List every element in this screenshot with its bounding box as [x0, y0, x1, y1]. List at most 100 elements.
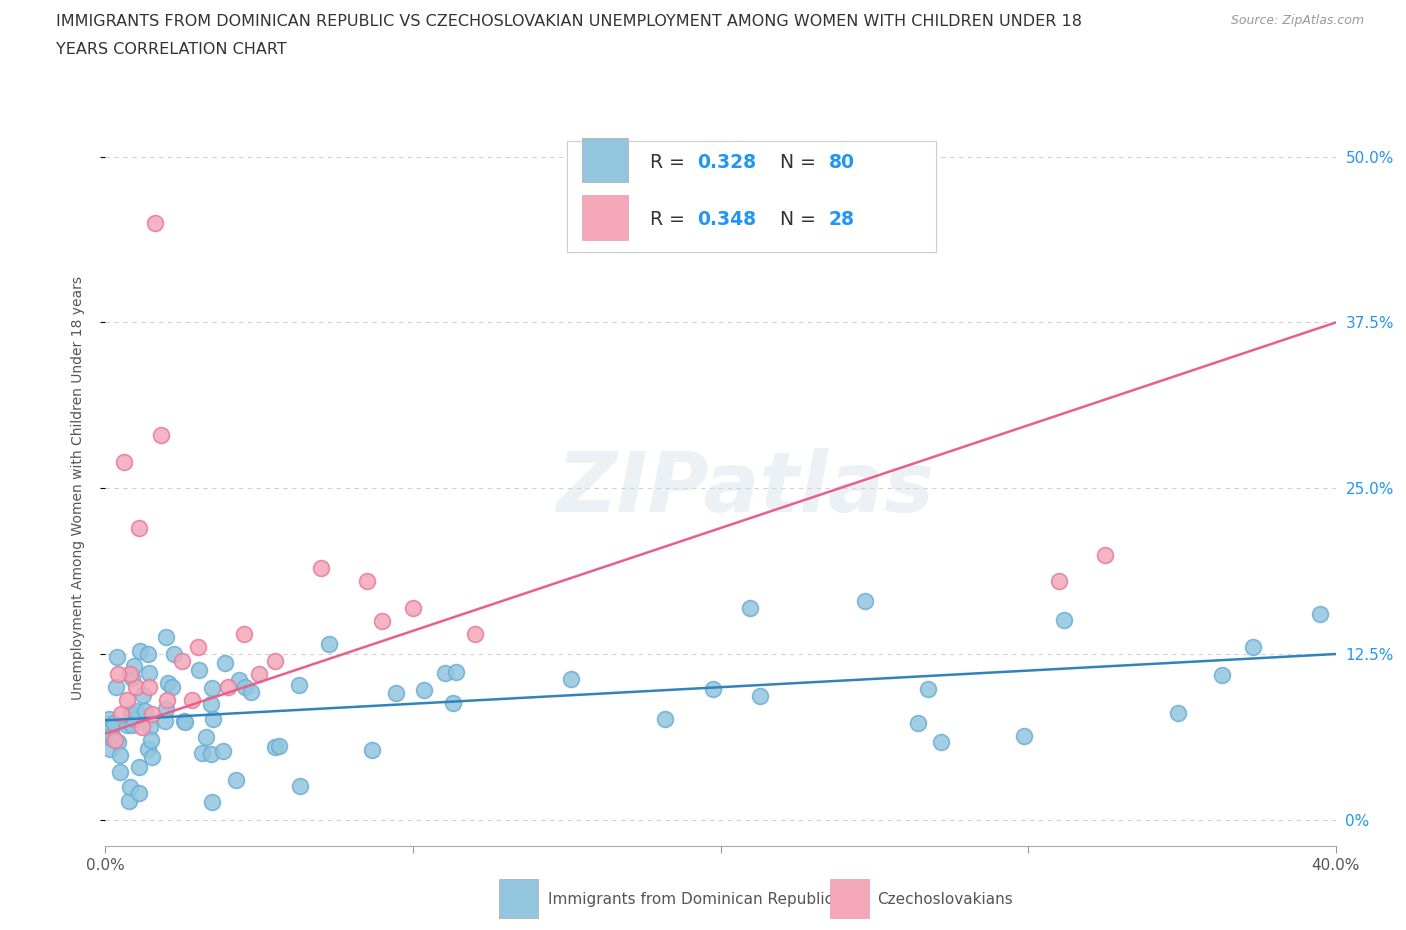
- Point: [132, 687, 155, 702]
- Point: [100, 722, 122, 737]
- Text: ZIPatlas: ZIPatlas: [557, 447, 934, 529]
- Point: [1047, 574, 1070, 589]
- Point: [100, 730, 122, 745]
- Point: [225, 773, 247, 788]
- Point: [218, 680, 240, 695]
- Point: [200, 747, 222, 762]
- Point: [110, 748, 132, 763]
- Point: [155, 630, 177, 644]
- Point: [702, 681, 724, 696]
- Point: [129, 644, 152, 658]
- Point: [200, 697, 222, 711]
- Point: [749, 689, 772, 704]
- Point: [128, 521, 150, 536]
- Point: [1211, 668, 1233, 683]
- Text: 28: 28: [830, 210, 855, 229]
- Point: [136, 742, 159, 757]
- Point: [188, 663, 211, 678]
- Point: [318, 636, 340, 651]
- Point: [413, 683, 436, 698]
- Point: [97, 716, 120, 731]
- Point: [172, 653, 194, 668]
- FancyBboxPatch shape: [582, 195, 628, 240]
- Point: [105, 680, 128, 695]
- Point: [560, 671, 582, 686]
- Point: [402, 600, 425, 615]
- Point: [267, 738, 290, 753]
- Point: [141, 706, 163, 721]
- Text: IMMIGRANTS FROM DOMINICAN REPUBLIC VS CZECHOSLOVAKIAN UNEMPLOYMENT AMONG WOMEN W: IMMIGRANTS FROM DOMINICAN REPUBLIC VS CZ…: [56, 14, 1083, 29]
- Point: [108, 764, 131, 779]
- Point: [101, 727, 124, 742]
- Point: [214, 656, 236, 671]
- Point: [232, 627, 254, 642]
- Point: [201, 681, 224, 696]
- Point: [202, 711, 225, 726]
- Point: [122, 712, 145, 727]
- Point: [163, 646, 186, 661]
- Point: [356, 574, 378, 589]
- Point: [212, 744, 235, 759]
- Point: [1309, 606, 1331, 621]
- Point: [233, 680, 256, 695]
- Point: [143, 216, 166, 231]
- Point: [160, 680, 183, 695]
- Point: [156, 693, 179, 708]
- Point: [155, 713, 177, 728]
- Point: [98, 711, 121, 726]
- Point: [384, 685, 406, 700]
- Point: [1094, 547, 1116, 562]
- Point: [138, 680, 160, 695]
- Text: YEARS CORRELATION CHART: YEARS CORRELATION CHART: [56, 42, 287, 57]
- Point: [125, 703, 148, 718]
- Point: [738, 601, 761, 616]
- Point: [141, 750, 163, 764]
- Point: [1167, 705, 1189, 720]
- Point: [434, 666, 457, 681]
- Point: [110, 706, 132, 721]
- Point: [118, 780, 141, 795]
- Point: [121, 671, 143, 685]
- Point: [1014, 728, 1036, 743]
- Point: [112, 454, 135, 469]
- Point: [107, 667, 129, 682]
- Point: [441, 696, 464, 711]
- Point: [121, 717, 143, 732]
- Text: N =: N =: [780, 153, 821, 172]
- Point: [263, 653, 285, 668]
- Point: [1052, 612, 1074, 627]
- Text: 0.348: 0.348: [697, 210, 756, 229]
- Point: [128, 759, 150, 774]
- Point: [157, 675, 180, 690]
- Point: [191, 746, 214, 761]
- Point: [131, 720, 153, 735]
- Point: [1241, 639, 1264, 654]
- Point: [907, 716, 929, 731]
- Point: [371, 614, 394, 629]
- Text: Source: ZipAtlas.com: Source: ZipAtlas.com: [1230, 14, 1364, 27]
- Point: [360, 743, 382, 758]
- Point: [103, 716, 125, 731]
- Point: [444, 664, 467, 679]
- Point: [128, 785, 150, 800]
- Text: R =: R =: [651, 210, 692, 229]
- Point: [174, 714, 197, 729]
- Point: [139, 720, 162, 735]
- Point: [288, 778, 311, 793]
- Point: [228, 672, 250, 687]
- Text: Czechoslovakians: Czechoslovakians: [877, 892, 1014, 907]
- Point: [105, 649, 128, 664]
- Point: [180, 693, 202, 708]
- Point: [309, 561, 332, 576]
- Point: [155, 702, 177, 717]
- Point: [654, 711, 676, 726]
- Point: [120, 667, 141, 682]
- Text: N =: N =: [780, 210, 821, 229]
- Point: [194, 730, 217, 745]
- Point: [201, 794, 224, 809]
- FancyBboxPatch shape: [582, 138, 628, 182]
- Point: [125, 680, 148, 695]
- Text: R =: R =: [651, 153, 692, 172]
- Y-axis label: Unemployment Among Women with Children Under 18 years: Unemployment Among Women with Children U…: [70, 276, 84, 700]
- Point: [104, 733, 127, 748]
